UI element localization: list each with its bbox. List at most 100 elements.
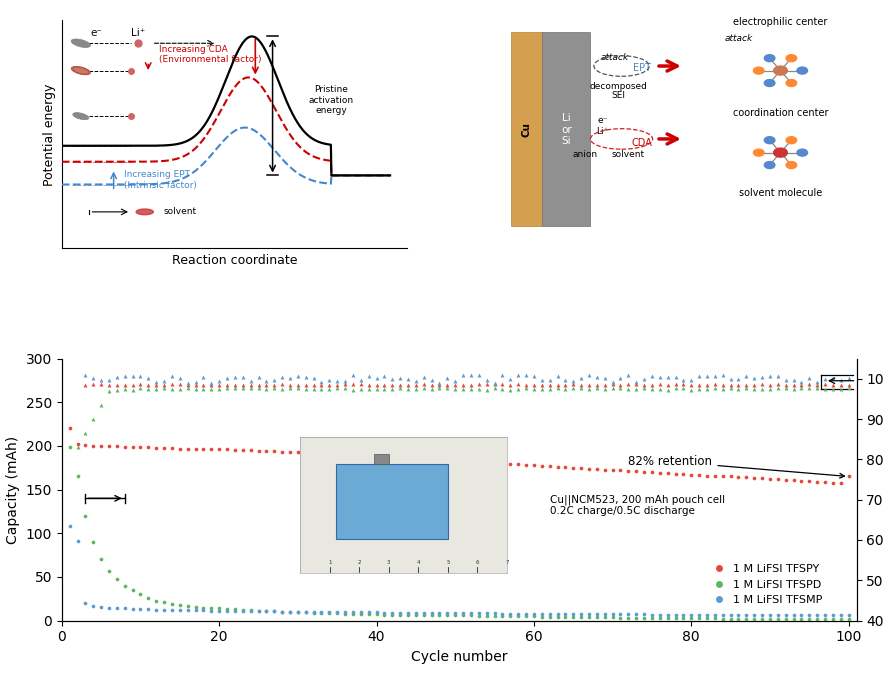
Point bbox=[841, 609, 856, 620]
Point bbox=[117, 384, 132, 395]
Ellipse shape bbox=[72, 66, 90, 75]
Point bbox=[731, 380, 745, 391]
Point bbox=[464, 380, 478, 391]
Point bbox=[637, 380, 651, 391]
Point bbox=[322, 448, 336, 459]
Point bbox=[362, 383, 376, 394]
Point bbox=[653, 371, 667, 382]
Point bbox=[441, 380, 455, 391]
Point bbox=[645, 383, 659, 394]
Point bbox=[582, 463, 596, 474]
Point bbox=[708, 379, 722, 390]
Point bbox=[739, 613, 753, 624]
Point bbox=[582, 612, 596, 623]
Point bbox=[409, 607, 423, 618]
Point bbox=[787, 609, 801, 620]
Point bbox=[779, 613, 793, 624]
Circle shape bbox=[786, 55, 796, 61]
Point bbox=[385, 451, 399, 462]
Circle shape bbox=[774, 148, 788, 157]
Point bbox=[369, 380, 383, 391]
Text: Li⁺: Li⁺ bbox=[596, 128, 608, 136]
Point bbox=[433, 610, 447, 621]
Point bbox=[716, 384, 730, 395]
Point bbox=[684, 469, 698, 480]
Point bbox=[401, 373, 415, 384]
Point bbox=[582, 370, 596, 381]
Point bbox=[291, 383, 305, 394]
Point bbox=[362, 606, 376, 617]
Point bbox=[268, 446, 282, 457]
Point bbox=[165, 384, 179, 395]
Bar bbox=[511, 32, 542, 226]
Text: e⁻: e⁻ bbox=[77, 39, 85, 48]
Point bbox=[314, 606, 328, 617]
Point bbox=[236, 605, 250, 616]
Point bbox=[275, 447, 290, 458]
Text: Increasing CDA
(Environmental factor): Increasing CDA (Environmental factor) bbox=[159, 45, 261, 64]
Point bbox=[708, 612, 722, 623]
Point bbox=[755, 473, 769, 484]
Point bbox=[417, 607, 431, 618]
Circle shape bbox=[774, 66, 788, 75]
Point bbox=[755, 372, 769, 383]
Point bbox=[487, 611, 502, 622]
Point bbox=[346, 379, 360, 389]
Point bbox=[826, 613, 840, 624]
Point bbox=[779, 609, 793, 620]
Point bbox=[71, 535, 85, 546]
Point bbox=[141, 379, 155, 390]
Point bbox=[354, 608, 368, 619]
Point bbox=[487, 458, 502, 469]
Point bbox=[401, 453, 415, 464]
Point bbox=[834, 609, 848, 620]
Point bbox=[188, 602, 202, 612]
Point bbox=[739, 371, 753, 382]
Point bbox=[409, 383, 423, 394]
Point bbox=[456, 456, 470, 467]
Point bbox=[787, 380, 801, 391]
Text: Cu: Cu bbox=[522, 122, 532, 137]
Point bbox=[212, 603, 226, 614]
Point bbox=[433, 454, 447, 465]
Point bbox=[479, 457, 494, 468]
Text: attack: attack bbox=[725, 34, 753, 43]
Point bbox=[212, 606, 226, 617]
Point bbox=[338, 449, 352, 460]
Point bbox=[558, 374, 572, 385]
Point bbox=[149, 379, 163, 390]
Point bbox=[653, 384, 667, 395]
Point bbox=[425, 610, 439, 621]
Point bbox=[244, 606, 258, 617]
Point bbox=[433, 382, 447, 393]
Point bbox=[472, 370, 486, 381]
Point bbox=[133, 589, 147, 600]
Point bbox=[260, 384, 274, 395]
Point bbox=[204, 444, 218, 455]
Point bbox=[196, 384, 210, 395]
Point bbox=[739, 380, 753, 391]
Point bbox=[542, 460, 556, 471]
Point bbox=[566, 612, 580, 623]
Point bbox=[645, 380, 659, 391]
Point bbox=[810, 383, 824, 394]
Point bbox=[771, 474, 785, 485]
Point bbox=[487, 383, 502, 394]
Point bbox=[645, 466, 659, 477]
Point bbox=[149, 595, 163, 606]
Point bbox=[149, 605, 163, 616]
Point bbox=[268, 606, 282, 617]
Point bbox=[511, 383, 525, 394]
Point bbox=[464, 610, 478, 621]
Point bbox=[141, 441, 155, 452]
Point bbox=[377, 609, 391, 620]
Point bbox=[692, 371, 706, 382]
Point bbox=[133, 441, 147, 452]
Point bbox=[668, 383, 683, 394]
Point bbox=[826, 373, 840, 384]
Point bbox=[614, 383, 628, 394]
Point bbox=[314, 607, 328, 618]
Point bbox=[818, 476, 832, 487]
Circle shape bbox=[753, 149, 764, 156]
Point bbox=[676, 379, 691, 390]
